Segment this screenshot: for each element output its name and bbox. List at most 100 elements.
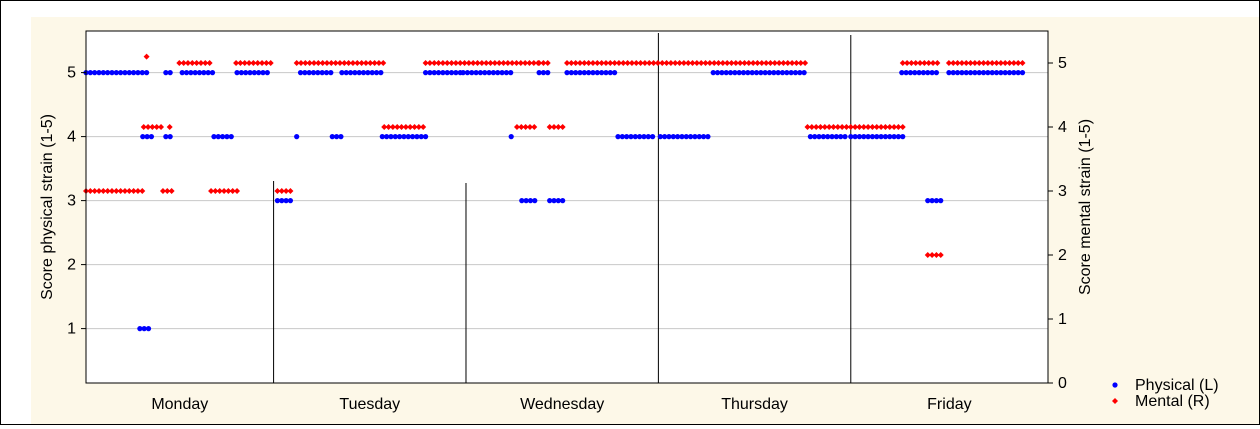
physical-point xyxy=(586,70,592,76)
physical-point xyxy=(573,70,579,76)
mental-point xyxy=(767,60,774,66)
mental-point xyxy=(891,124,898,130)
mental-point xyxy=(544,60,551,66)
day-dividers xyxy=(273,33,852,383)
mental-point xyxy=(149,124,156,130)
mental-point xyxy=(87,188,94,194)
legend-label: Physical (L) xyxy=(1135,377,1219,394)
physical-point xyxy=(679,134,685,140)
mental-point xyxy=(904,60,911,66)
physical-point xyxy=(118,70,124,76)
physical-point xyxy=(334,134,340,140)
physical-point xyxy=(453,70,459,76)
physical-point xyxy=(131,70,137,76)
physical-point xyxy=(946,70,952,76)
mental-point xyxy=(589,60,596,66)
mental-point xyxy=(633,60,640,66)
physical-point xyxy=(508,134,514,140)
physical-point xyxy=(464,70,471,76)
physical-point xyxy=(283,198,289,204)
mental-point xyxy=(452,60,459,66)
physical-point xyxy=(895,134,902,140)
physical-point xyxy=(670,134,676,140)
mental-point xyxy=(358,60,365,66)
physical-point xyxy=(612,70,618,76)
mental-point xyxy=(302,60,309,66)
physical-point xyxy=(1015,70,1021,76)
physical-point xyxy=(929,198,935,204)
physical-point xyxy=(360,70,367,76)
mental-point xyxy=(921,60,928,66)
mental-point xyxy=(380,60,387,66)
physical-point xyxy=(460,70,466,76)
mental-point xyxy=(349,60,356,66)
mental-point xyxy=(394,124,401,130)
physical-point xyxy=(925,198,931,204)
mental-point xyxy=(206,60,213,66)
physical-point xyxy=(274,198,281,204)
mental-point xyxy=(886,124,893,130)
physical-point xyxy=(122,70,128,76)
mental-point xyxy=(817,124,824,130)
mental-point xyxy=(771,60,778,66)
mental-point xyxy=(319,60,326,66)
mental-point xyxy=(229,188,236,194)
physical-point xyxy=(551,198,557,204)
mental-point xyxy=(517,60,524,66)
physical-point xyxy=(719,70,725,76)
mental-point xyxy=(813,124,820,130)
mental-point xyxy=(711,60,718,66)
physical-point xyxy=(624,134,630,140)
physical-point xyxy=(825,134,831,140)
physical-point xyxy=(109,70,115,76)
mental-point xyxy=(917,60,924,66)
mental-point xyxy=(971,60,978,66)
mental-point xyxy=(950,60,957,66)
plot-area xyxy=(86,31,1048,383)
mental-point xyxy=(536,60,543,66)
mental-point xyxy=(1006,60,1013,66)
mental-point xyxy=(865,124,872,130)
physical-point xyxy=(590,70,596,76)
mental-point xyxy=(139,188,146,194)
physical-point xyxy=(167,134,173,140)
mental-point xyxy=(797,60,804,66)
physical-point xyxy=(683,134,689,140)
physical-point xyxy=(816,134,822,140)
physical-point xyxy=(482,70,488,76)
physical-point xyxy=(444,70,450,76)
mental-point xyxy=(100,188,107,194)
mental-point xyxy=(478,60,485,66)
physical-point xyxy=(577,70,583,76)
physical-point xyxy=(929,70,935,76)
physical-point xyxy=(547,198,553,204)
physical-point xyxy=(339,70,345,76)
physical-point xyxy=(287,198,294,204)
mental-point xyxy=(189,60,196,66)
mental-point xyxy=(168,188,175,194)
physical-point xyxy=(532,198,538,204)
mental-point xyxy=(945,60,952,66)
physical-point xyxy=(688,134,694,140)
physical-point xyxy=(495,70,501,76)
physical-point xyxy=(319,70,325,76)
mental-point xyxy=(776,60,783,66)
mental-point xyxy=(504,60,511,66)
physical-point xyxy=(878,134,884,140)
mental-point xyxy=(784,60,791,66)
physical-point xyxy=(205,70,211,76)
mental-point xyxy=(233,60,240,66)
physical-point xyxy=(594,70,600,76)
physical-point xyxy=(838,134,844,140)
physical-point xyxy=(784,70,790,76)
physical-point xyxy=(294,134,300,140)
physical-point xyxy=(907,70,914,76)
mental-point xyxy=(278,188,285,194)
grid-lines xyxy=(86,31,1048,383)
x-day-label: Friday xyxy=(927,396,971,413)
physical-point xyxy=(1002,70,1008,76)
physical-point xyxy=(657,134,663,140)
physical-point xyxy=(427,70,433,76)
mental-point xyxy=(104,188,111,194)
mental-point xyxy=(113,188,120,194)
